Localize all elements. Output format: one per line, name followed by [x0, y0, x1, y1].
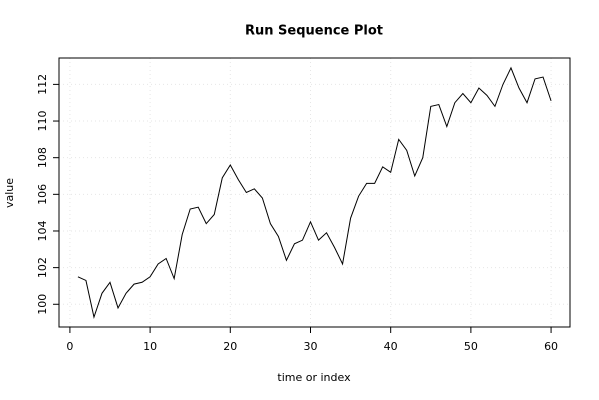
x-tick-label: 20: [223, 340, 237, 353]
x-axis-label: time or index: [277, 371, 351, 384]
x-tick-label: 50: [464, 340, 478, 353]
y-tick-label: 102: [36, 257, 49, 278]
x-tick-label: 30: [303, 340, 317, 353]
data-line: [77, 66, 552, 319]
y-tick-label: 100: [36, 294, 49, 315]
plot-frame: [58, 57, 571, 328]
x-tick-label: 40: [384, 340, 398, 353]
chart-title: Run Sequence Plot: [245, 24, 383, 39]
x-tick-label: 10: [143, 340, 157, 353]
x-tick-label: 60: [544, 340, 558, 353]
y-tick-label: 108: [36, 147, 49, 168]
y-tick-label: 106: [36, 184, 49, 205]
y-tick-label: 110: [36, 111, 49, 132]
y-tick-label: 112: [36, 74, 49, 95]
y-axis-label: value: [3, 178, 16, 208]
x-tick-label: 0: [66, 340, 73, 353]
y-tick-label: 104: [36, 220, 49, 241]
